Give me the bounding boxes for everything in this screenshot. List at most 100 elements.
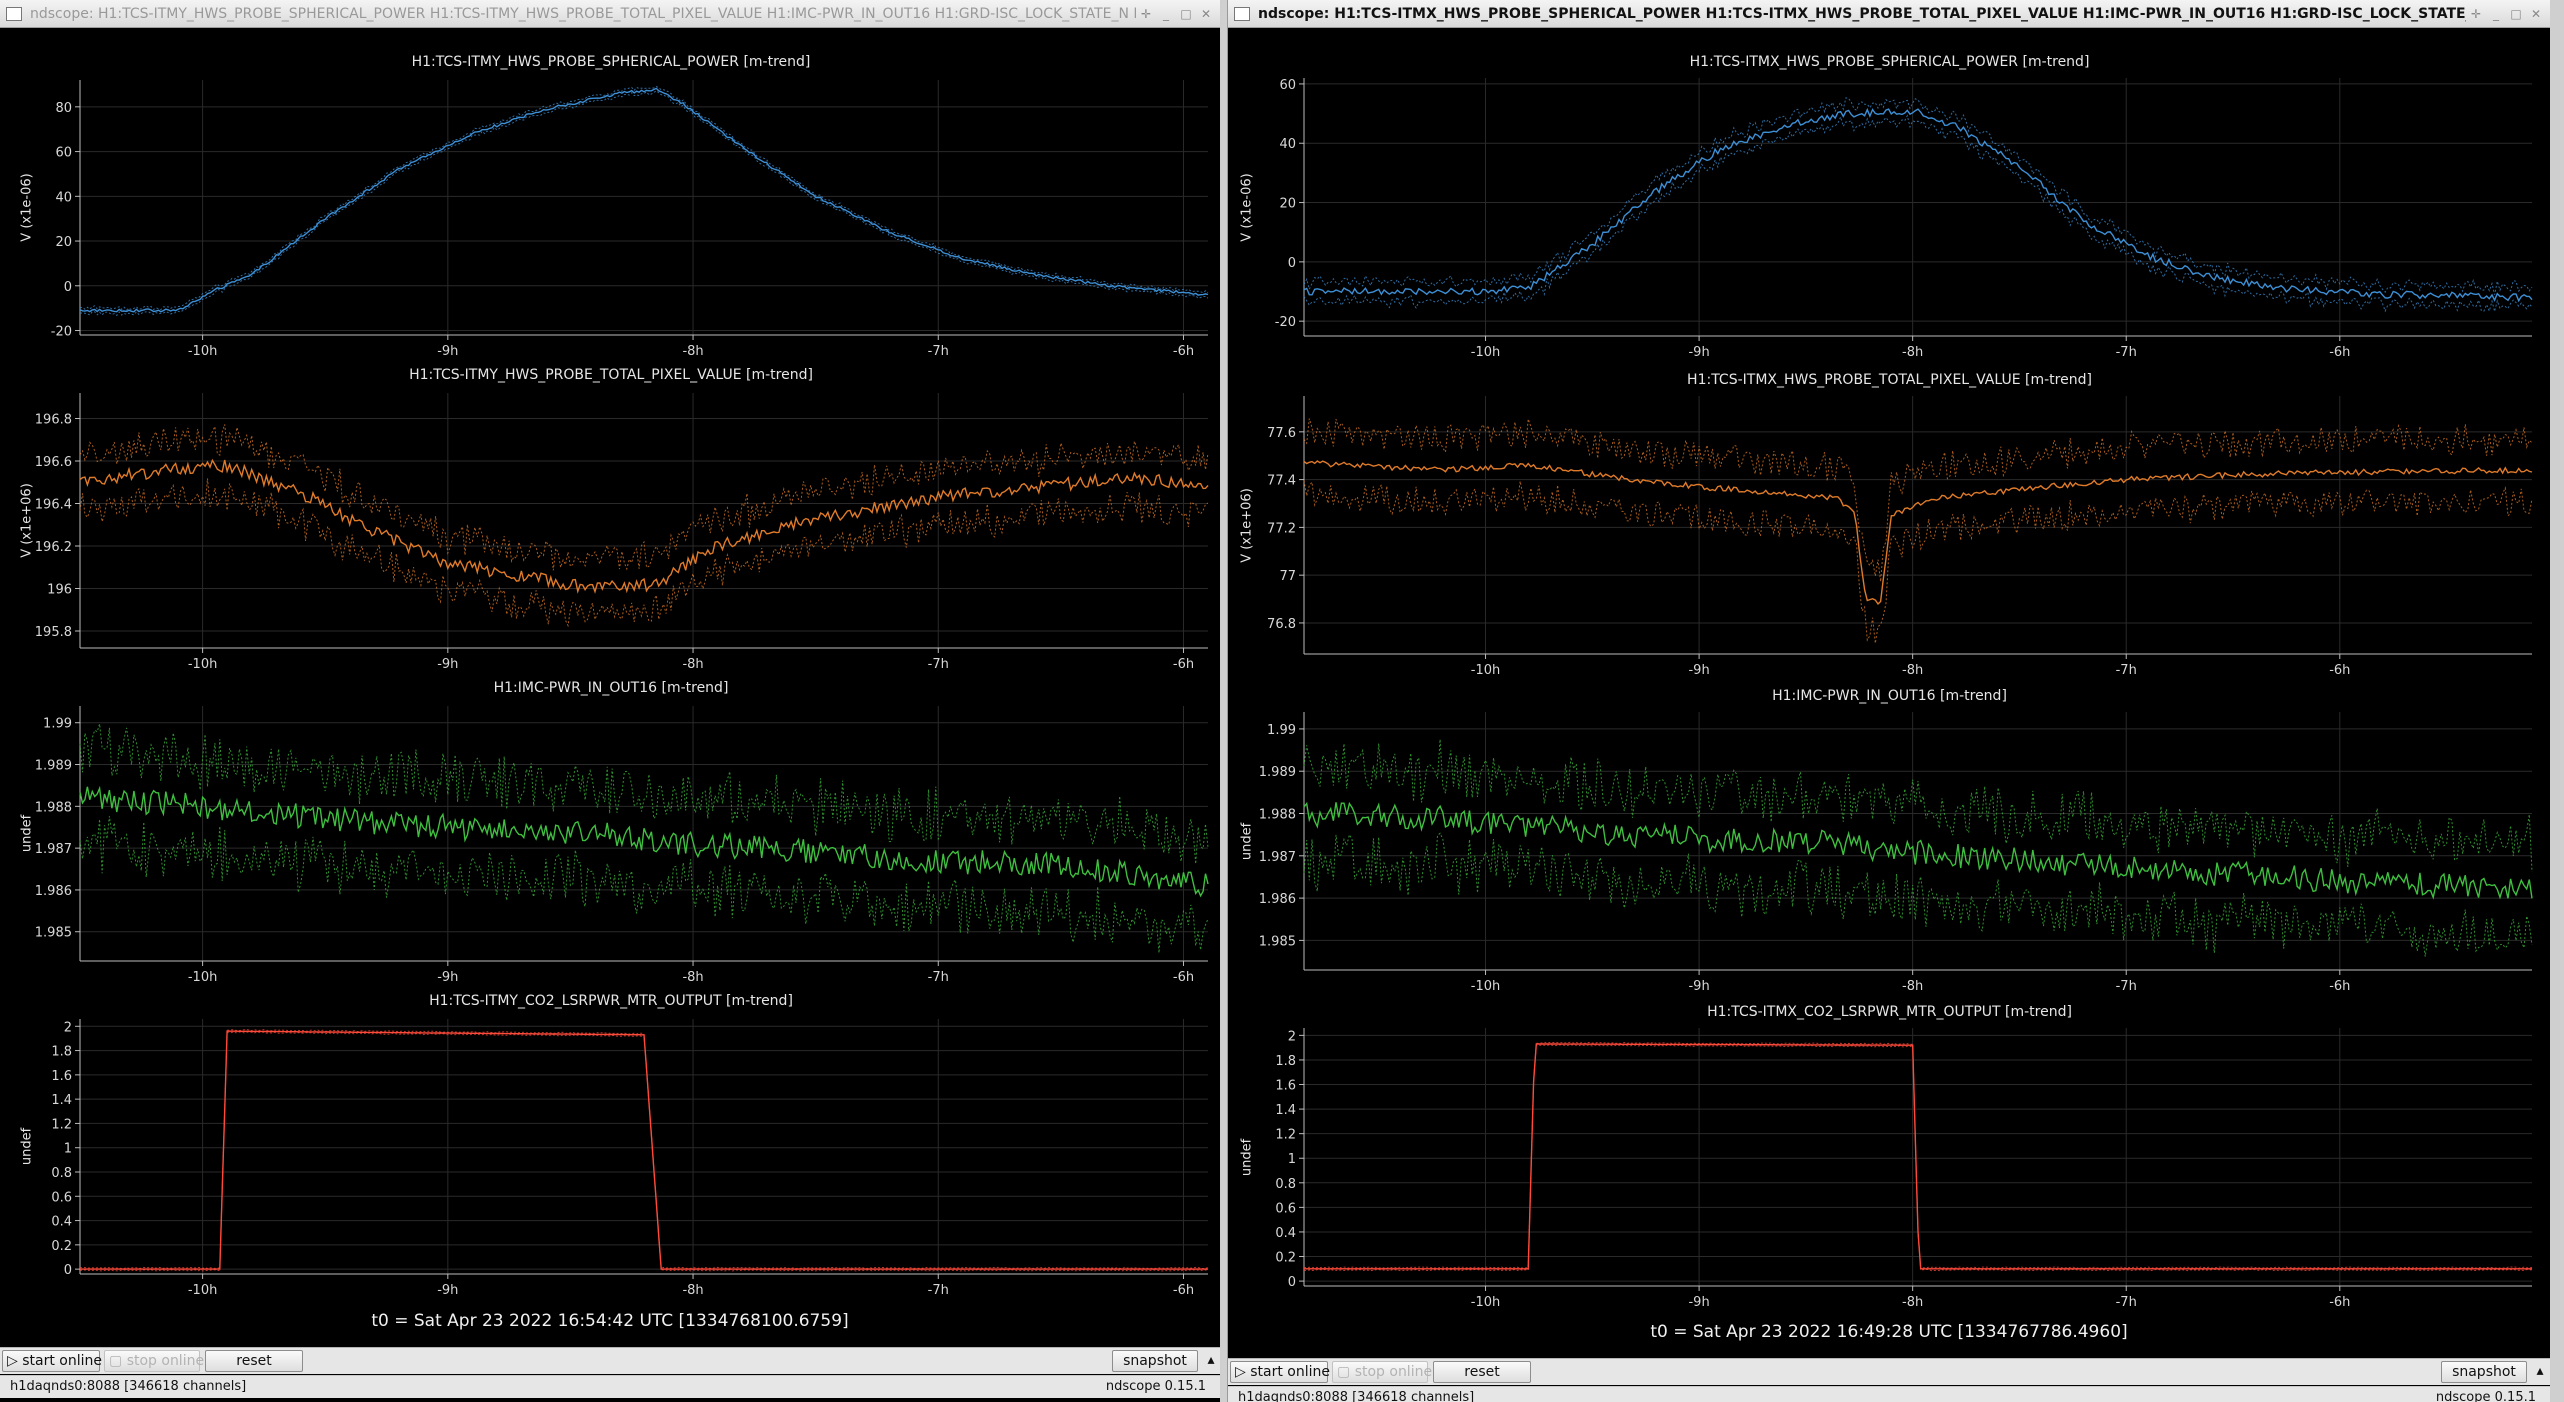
mean-trace bbox=[79, 87, 1209, 313]
x-tick-label: -7h bbox=[928, 344, 949, 359]
plot-4[interactable]: H1:TCS-ITMY_CO2_LSRPWR_MTR_OUTPUT [m-tre… bbox=[0, 989, 1220, 1298]
y-tick-label: -20 bbox=[1275, 315, 1296, 330]
x-tick-label: -6h bbox=[1173, 657, 1194, 672]
min-trace bbox=[1303, 114, 2533, 313]
plot-1[interactable]: H1:TCS-ITMY_HWS_PROBE_SPHERICAL_POWER [m… bbox=[0, 50, 1220, 359]
plot-3[interactable]: H1:IMC-PWR_IN_OUT16 [m-trend] undef -10h… bbox=[1228, 684, 2550, 994]
y-tick-label: -20 bbox=[51, 325, 72, 340]
titlebar[interactable]: ndscope: H1:TCS-ITMX_HWS_PROBE_SPHERICAL… bbox=[1228, 0, 2550, 28]
y-tick-label: 1.986 bbox=[1259, 892, 1296, 907]
x-tick-label: -6h bbox=[2329, 979, 2350, 994]
window-title: ndscope: H1:TCS-ITMY_HWS_PROBE_SPHERICAL… bbox=[30, 5, 1136, 22]
window-gap bbox=[1222, 0, 1227, 1402]
start-online-button[interactable]: ▷ start online bbox=[2, 1350, 102, 1372]
maximize-icon[interactable]: □ bbox=[1180, 6, 1192, 21]
play-icon: ▷ bbox=[1235, 1364, 1251, 1380]
y-tick-label: 1.985 bbox=[35, 926, 72, 941]
x-tick-label: -9h bbox=[1688, 345, 1709, 360]
y-tick-label: 1.6 bbox=[51, 1069, 72, 1084]
close-icon[interactable]: ✕ bbox=[2530, 6, 2542, 21]
stop-online-label: stop online bbox=[1354, 1364, 1433, 1380]
x-tick-label: -6h bbox=[1173, 970, 1194, 985]
pin-icon[interactable]: ✛ bbox=[1140, 6, 1152, 21]
y-tick-label: 1 bbox=[64, 1142, 72, 1157]
y-tick-label: 77.6 bbox=[1267, 426, 1296, 441]
plot-title: H1:TCS-ITMX_CO2_LSRPWR_MTR_OUTPUT [m-tre… bbox=[1707, 1004, 2072, 1020]
y-tick-label: 1.987 bbox=[35, 842, 72, 857]
menu-arrow-icon[interactable]: ▴ bbox=[1207, 1352, 1215, 1368]
mean-trace bbox=[1303, 801, 2533, 900]
x-tick-label: -10h bbox=[1471, 979, 1500, 994]
max-trace bbox=[1303, 97, 2533, 295]
y-tick-label: 40 bbox=[55, 190, 72, 205]
plot-2[interactable]: H1:TCS-ITMX_HWS_PROBE_TOTAL_PIXEL_VALUE … bbox=[1228, 368, 2550, 678]
y-tick-label: 1.988 bbox=[35, 800, 72, 815]
close-icon[interactable]: ✕ bbox=[1200, 6, 1212, 21]
y-tick-label: 2 bbox=[1288, 1029, 1296, 1044]
minimize-icon[interactable]: _ bbox=[1163, 6, 1169, 21]
y-tick-label: 0.2 bbox=[1275, 1251, 1296, 1266]
plot-3[interactable]: H1:IMC-PWR_IN_OUT16 [m-trend] undef -10h… bbox=[0, 676, 1220, 985]
mean-trace bbox=[1303, 107, 2533, 303]
y-tick-label: 1.4 bbox=[1275, 1103, 1296, 1118]
max-trace bbox=[1303, 418, 2533, 582]
y-tick-label: 0.4 bbox=[1275, 1226, 1296, 1241]
y-tick-label: 2 bbox=[64, 1020, 72, 1035]
y-tick-label: 1.6 bbox=[1275, 1079, 1296, 1094]
y-tick-label: 80 bbox=[55, 101, 72, 116]
t0-label: t0 = Sat Apr 23 2022 16:54:42 UTC [13347… bbox=[371, 1311, 849, 1331]
reset-button[interactable]: reset bbox=[205, 1350, 303, 1372]
x-tick-label: -10h bbox=[188, 657, 217, 672]
x-tick-label: -8h bbox=[1902, 1295, 1923, 1310]
max-trace bbox=[79, 723, 1209, 864]
y-tick-label: 1 bbox=[1288, 1152, 1296, 1167]
y-tick-label: 0 bbox=[1288, 1275, 1296, 1290]
plot-2[interactable]: H1:TCS-ITMY_HWS_PROBE_TOTAL_PIXEL_VALUE … bbox=[0, 363, 1220, 672]
reset-button[interactable]: reset bbox=[1433, 1361, 1531, 1383]
y-tick-label: 0 bbox=[64, 280, 72, 295]
stop-icon: ▢ bbox=[109, 1353, 127, 1369]
y-tick-label: 0.8 bbox=[1275, 1177, 1296, 1192]
max-trace bbox=[79, 424, 1209, 571]
y-tick-label: 1.2 bbox=[1275, 1128, 1296, 1143]
stop-online-button: ▢ stop online bbox=[104, 1350, 204, 1372]
plot-title: H1:IMC-PWR_IN_OUT16 [m-trend] bbox=[1772, 688, 2007, 704]
start-online-button[interactable]: ▷ start online bbox=[1230, 1361, 1330, 1383]
plot-title: H1:TCS-ITMX_HWS_PROBE_TOTAL_PIXEL_VALUE … bbox=[1687, 372, 2092, 388]
x-tick-label: -10h bbox=[1471, 1295, 1500, 1310]
statusbar: h1daqnds0:8088 [346618 channels] ndscope… bbox=[1228, 1386, 2550, 1402]
x-tick-label: -9h bbox=[437, 1283, 458, 1298]
x-tick-label: -10h bbox=[188, 344, 217, 359]
y-tick-label: 0 bbox=[64, 1263, 72, 1278]
y-tick-label: 196.2 bbox=[35, 540, 72, 555]
stop-icon: ▢ bbox=[1337, 1364, 1355, 1380]
stop-online-button: ▢ stop online bbox=[1332, 1361, 1432, 1383]
min-trace bbox=[80, 1031, 1209, 1272]
y-tick-label: 1.4 bbox=[51, 1093, 72, 1108]
maximize-icon[interactable]: □ bbox=[2510, 6, 2522, 21]
min-trace bbox=[1303, 832, 2533, 957]
mean-trace bbox=[1303, 460, 2533, 605]
plot-title: H1:IMC-PWR_IN_OUT16 [m-trend] bbox=[493, 680, 729, 696]
plot-1[interactable]: H1:TCS-ITMX_HWS_PROBE_SPHERICAL_POWER [m… bbox=[1228, 50, 2550, 360]
window-title: ndscope: H1:TCS-ITMX_HWS_PROBE_SPHERICAL… bbox=[1258, 5, 2466, 22]
y-tick-label: 1.989 bbox=[1259, 765, 1296, 780]
minimize-icon[interactable]: _ bbox=[2493, 6, 2499, 21]
x-tick-label: -7h bbox=[928, 970, 949, 985]
y-tick-label: 1.989 bbox=[35, 759, 72, 774]
x-tick-label: -8h bbox=[682, 1283, 703, 1298]
ndscope-window-left: ndscope: H1:TCS-ITMY_HWS_PROBE_SPHERICAL… bbox=[0, 0, 1222, 1402]
mean-trace bbox=[1304, 1043, 2532, 1270]
y-tick-label: 1.986 bbox=[35, 884, 72, 899]
pin-icon[interactable]: ✛ bbox=[2470, 6, 2482, 21]
t0-label: t0 = Sat Apr 23 2022 16:49:28 UTC [13347… bbox=[1650, 1322, 2128, 1342]
titlebar[interactable]: ndscope: H1:TCS-ITMY_HWS_PROBE_SPHERICAL… bbox=[0, 0, 1220, 28]
mean-trace bbox=[79, 458, 1209, 594]
snapshot-button[interactable]: snapshot bbox=[1112, 1350, 1198, 1372]
snapshot-button[interactable]: snapshot bbox=[2441, 1361, 2527, 1383]
x-tick-label: -9h bbox=[437, 657, 458, 672]
chart-svg: -10h -9h -8h -7h -6h 1.99 1.989 1.988 1.987 1.986… bbox=[35, 706, 1209, 985]
menu-arrow-icon[interactable]: ▴ bbox=[2536, 1363, 2544, 1379]
y-tick-label: 40 bbox=[1279, 137, 1296, 152]
plot-4[interactable]: H1:TCS-ITMX_CO2_LSRPWR_MTR_OUTPUT [m-tre… bbox=[1228, 1000, 2550, 1310]
